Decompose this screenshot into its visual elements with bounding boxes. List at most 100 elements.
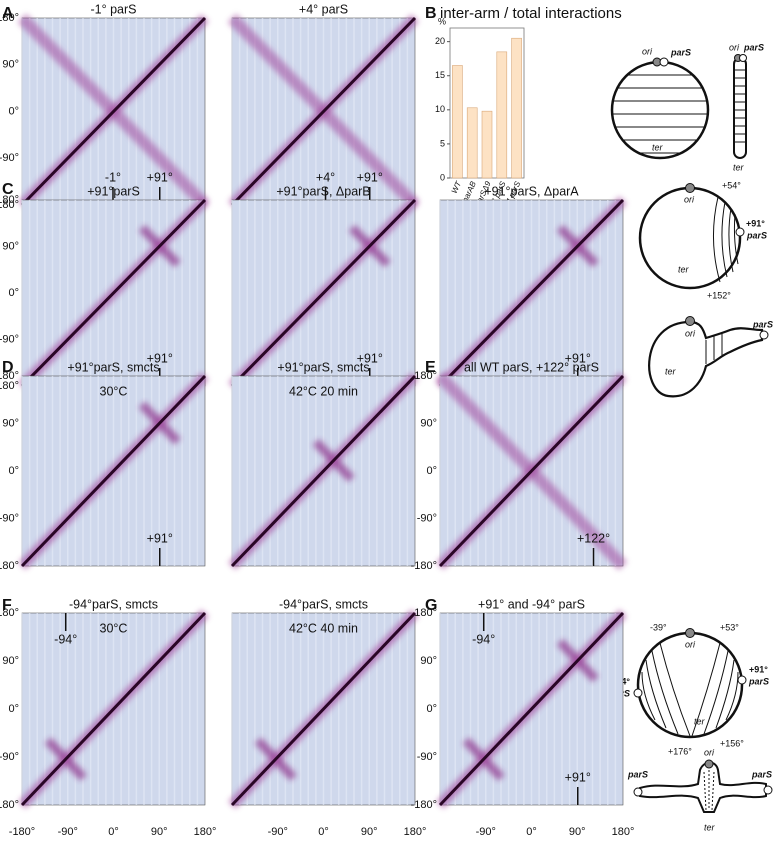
- y-axis-label: 90°: [2, 240, 19, 252]
- panel-letter: G: [425, 597, 437, 614]
- label: parS: [746, 230, 767, 240]
- panel-letter: C: [2, 181, 14, 198]
- map-title: +91° and -94° parS: [478, 597, 585, 611]
- y-axis-label: -180°: [411, 560, 437, 572]
- diagram-b: [610, 54, 747, 160]
- y-axis-label: 0°: [426, 465, 437, 477]
- x-tick-label: WT: [450, 179, 464, 195]
- panel-letter: D: [2, 359, 14, 376]
- y-axis-label: -90°: [0, 512, 19, 524]
- heatmap: [18, 372, 209, 570]
- map-note: 42°C 40 min: [289, 621, 358, 635]
- map-title: -1° parS: [91, 2, 137, 16]
- y-axis-label: 180°: [414, 370, 437, 382]
- label: ori: [685, 328, 696, 338]
- map-title: -94°parS, smcts: [69, 597, 158, 611]
- diagonal: [438, 374, 625, 568]
- label: parS: [743, 42, 764, 52]
- y-axis-title: %: [438, 16, 446, 26]
- label: ter: [678, 264, 690, 274]
- y-axis-label: -90°: [0, 152, 19, 164]
- label: parS: [670, 47, 691, 57]
- diagonal: [230, 611, 417, 807]
- map-title: +4° parS: [299, 2, 348, 16]
- diagonal: [230, 16, 417, 207]
- label: +54°: [722, 180, 741, 190]
- heatmap: [227, 13, 420, 210]
- map-title: +91°parS, smcts: [277, 360, 369, 374]
- label: ori: [685, 639, 696, 649]
- label: parS: [752, 319, 773, 329]
- marker-label: +91°: [357, 170, 383, 184]
- x-axis-label: 0°: [526, 826, 537, 838]
- y-axis-label: 0°: [8, 287, 19, 299]
- y-axis-label: -90°: [417, 751, 437, 763]
- map-title: +91°parS, ΔparB: [276, 184, 370, 198]
- marker-label: +4°: [316, 170, 335, 184]
- label: +91°: [746, 218, 765, 228]
- marker-label: +91°: [357, 351, 383, 365]
- y-tick-label: 5: [440, 138, 445, 148]
- label: ter: [704, 822, 716, 832]
- heatmap: [228, 196, 419, 390]
- panel-letter: E: [425, 359, 436, 376]
- label: +156°: [720, 738, 744, 748]
- label: ori: [684, 194, 695, 204]
- label: -39°: [650, 622, 667, 632]
- y-axis-label: 0°: [8, 465, 19, 477]
- y-tick-label: 15: [435, 70, 445, 80]
- y-axis-label: -180°: [411, 799, 437, 811]
- map-title: +91°parS, smcts: [67, 360, 159, 374]
- marker-label: +122°: [577, 531, 610, 545]
- diagram-g: [633, 628, 773, 813]
- y-axis-label: -180°: [0, 199, 19, 211]
- x-axis-label: -90°: [58, 826, 78, 838]
- label: parS: [627, 769, 648, 779]
- heatmap: [436, 609, 627, 809]
- heatmap: [435, 371, 628, 571]
- y-tick-label: 0: [440, 172, 445, 182]
- y-axis-label: 0°: [426, 703, 437, 715]
- label: ter: [652, 142, 664, 152]
- map-note: 42°C 20 min: [289, 384, 358, 398]
- y-axis-label: 90°: [2, 417, 19, 429]
- y-axis-label: 0°: [8, 703, 19, 715]
- bar: [511, 37, 522, 179]
- label: ori: [729, 42, 740, 52]
- diagram-c: [638, 183, 769, 398]
- x-axis-label: 0°: [318, 826, 329, 838]
- x-axis-label: -90°: [268, 826, 288, 838]
- label: +152°: [707, 290, 731, 300]
- x-axis-label: -90°: [476, 826, 496, 838]
- label: ter: [694, 716, 706, 726]
- marker-label: +91°: [147, 531, 173, 545]
- map-note: 30°C: [100, 621, 128, 635]
- bar: [481, 110, 493, 179]
- heatmap: [228, 372, 419, 570]
- y-axis-label: 0°: [8, 105, 19, 117]
- diagonal: [20, 198, 207, 388]
- x-axis-label: 180°: [404, 826, 427, 838]
- y-axis-label: -180°: [0, 560, 19, 572]
- label: ter: [665, 366, 677, 376]
- panel-letter: F: [2, 597, 12, 614]
- bar: [496, 51, 508, 179]
- map-title: +91°parS: [87, 184, 140, 198]
- heatmap: [18, 609, 209, 809]
- label: +53°: [720, 622, 739, 632]
- label: ter: [733, 162, 745, 172]
- map-note: 30°C: [100, 384, 128, 398]
- y-axis-label: 180°: [0, 194, 19, 206]
- heatmap: [436, 196, 627, 390]
- y-axis-label: -180°: [0, 799, 19, 811]
- marker-label: -1°: [105, 170, 121, 184]
- panel-letter: A: [2, 5, 14, 22]
- label: ori: [642, 46, 653, 56]
- diagonal: [438, 611, 625, 807]
- label: +176°: [668, 746, 692, 756]
- y-axis-label: -90°: [417, 512, 437, 524]
- y-axis-label: 180°: [0, 370, 19, 382]
- y-tick-label: 20: [435, 36, 445, 46]
- x-axis-label: 180°: [612, 826, 635, 838]
